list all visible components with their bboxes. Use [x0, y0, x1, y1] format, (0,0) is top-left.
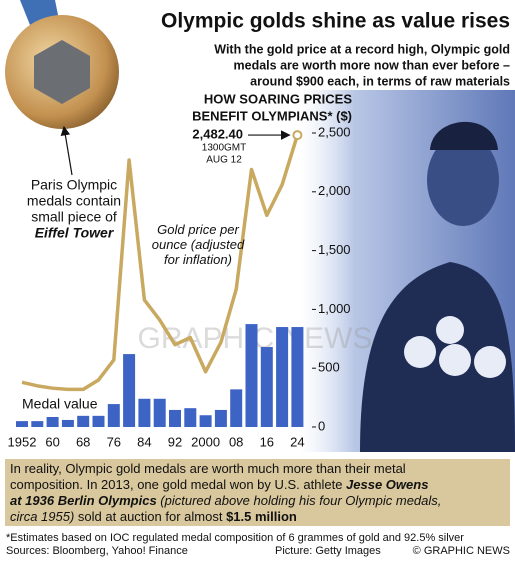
chart-heading: HOW SOARING PRICES: [204, 91, 352, 106]
bar: [61, 419, 74, 427]
y-tick-label: 2,000: [318, 183, 351, 198]
bar: [138, 398, 151, 427]
x-tick-label: 2000: [191, 434, 220, 449]
story-line: at 1936 Berlin Olympics (pictured above …: [10, 493, 441, 508]
bar: [31, 421, 44, 427]
y-tick-label: 2,500: [318, 124, 351, 139]
subtitle: medals are worth more now than ever befo…: [234, 58, 511, 72]
story-text: sold at auction for almost: [74, 509, 226, 524]
bar: [107, 404, 120, 427]
photo: [300, 90, 515, 452]
callout: small piece of: [31, 209, 117, 225]
bar: [92, 415, 105, 427]
bar: [153, 398, 166, 427]
x-tick-label: 92: [168, 434, 182, 449]
bar: [16, 421, 28, 427]
story-text: circa 1955): [10, 509, 74, 524]
story-line: composition. In 2013, one gold medal won…: [10, 477, 428, 492]
story-box: [5, 459, 510, 526]
x-tick-label: 1952: [8, 434, 37, 449]
series-label: Gold price per ounce (adjusted for infla…: [151, 222, 245, 267]
bar: [169, 409, 181, 427]
sources: Sources: Bloomberg, Yahoo! Finance: [6, 545, 188, 557]
story-line: In reality, Olympic gold medals are wort…: [10, 461, 406, 476]
gold-line: [21, 134, 300, 392]
picture-credit: Picture: Getty Images: [275, 545, 381, 557]
y-tick-label: 1,000: [318, 301, 351, 316]
bar: [77, 415, 90, 427]
annotation-time: 1300GMT: [202, 143, 246, 154]
callout: Eiffel Tower: [35, 225, 115, 241]
callout: Paris Olympic: [31, 177, 117, 193]
story-text: Jesse Owens: [346, 477, 428, 492]
x-tick-label: 08: [229, 434, 243, 449]
chart-heading: BENEFIT OLYMPIANS* ($): [192, 108, 352, 123]
story-text: (pictured above holding his four Olympic…: [157, 493, 442, 508]
bar: [260, 347, 273, 427]
x-tick-label: 76: [107, 434, 121, 449]
x-tick-label: 60: [45, 434, 59, 449]
bar: [214, 409, 227, 427]
bar: [46, 417, 59, 427]
x-tick-label: 24: [290, 434, 304, 449]
bar: [230, 389, 243, 427]
story-text: composition. In 2013, one gold medal won…: [10, 477, 346, 492]
x-tick-label: 68: [76, 434, 90, 449]
y-tick-label: 0: [318, 418, 325, 433]
bar: [184, 408, 197, 427]
y-tick-label: 1,500: [318, 242, 351, 257]
annotation-value: 2,482.40: [192, 127, 243, 142]
bar: [123, 354, 136, 427]
annotation-date: AUG 12: [206, 155, 242, 166]
end-point: [292, 130, 303, 141]
bar: [199, 415, 212, 427]
credit: © GRAPHIC NEWS: [413, 545, 510, 557]
callout: medals contain: [27, 193, 121, 209]
subtitle: around $900 each, in terms of raw materi…: [250, 74, 510, 88]
series-label: Medal value: [22, 396, 98, 412]
subtitle: With the gold price at a record high, Ol…: [214, 42, 510, 56]
title: Olympic golds shine as value rises: [161, 10, 510, 33]
story-line: circa 1955) sold at auction for almost $…: [10, 509, 297, 524]
series-label: Gold price per ounce (adjusted for infla…: [151, 222, 245, 267]
y-tick-label: 500: [318, 360, 340, 375]
bar: [276, 327, 289, 427]
story-text: $1.5 million: [226, 509, 297, 524]
story-text: at 1936 Berlin Olympics: [10, 493, 157, 508]
medal: [5, 0, 119, 176]
x-tick-label: 84: [137, 434, 151, 449]
story-text: In reality, Olympic gold medals are wort…: [10, 461, 406, 476]
x-tick-label: 16: [260, 434, 274, 449]
bar: [291, 327, 304, 427]
footnote: *Estimates based on IOC regulated medal …: [6, 532, 464, 544]
bar: [245, 324, 258, 427]
